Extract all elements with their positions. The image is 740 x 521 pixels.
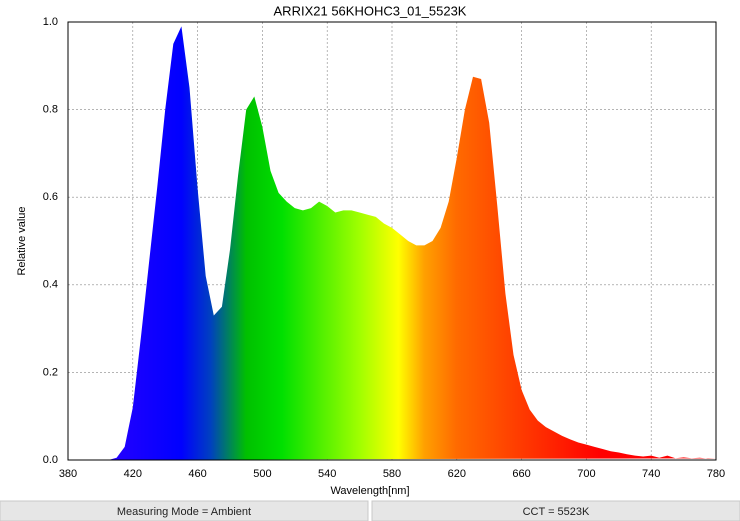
y-axis-label: Relative value xyxy=(16,206,28,275)
footer-panel xyxy=(0,500,369,521)
x-tick-label: 460 xyxy=(188,468,206,480)
x-tick-label: 620 xyxy=(448,468,466,480)
x-tick-label: 500 xyxy=(253,468,271,480)
plot-frame xyxy=(67,21,717,461)
measuring-mode: Measuring Mode = Ambient xyxy=(117,506,251,518)
x-tick-label: 780 xyxy=(707,468,725,480)
y-tick-label: 0.8 xyxy=(43,104,58,116)
x-axis-label: Wavelength[nm] xyxy=(330,485,409,497)
cct: CCT = 5523K xyxy=(523,506,590,518)
y-tick-label: 0.2 xyxy=(43,366,58,378)
y-tick-label: 1.0 xyxy=(43,16,58,28)
x-tick-label: 660 xyxy=(512,468,530,480)
x-tick-label: 540 xyxy=(318,468,336,480)
x-tick-label: 740 xyxy=(642,468,660,480)
x-tick-label: 380 xyxy=(59,468,77,480)
spectrum-area xyxy=(68,26,716,460)
chart-title: ARRIX21 56KHOHC3_01_5523K xyxy=(274,3,467,18)
y-tick-label: 0.4 xyxy=(43,279,58,291)
x-tick-label: 700 xyxy=(577,468,595,480)
x-tick-label: 420 xyxy=(124,468,142,480)
y-tick-label: 0.0 xyxy=(43,454,58,466)
footer-panel xyxy=(371,500,740,521)
y-tick-label: 0.6 xyxy=(43,191,58,203)
x-tick-label: 580 xyxy=(383,468,401,480)
